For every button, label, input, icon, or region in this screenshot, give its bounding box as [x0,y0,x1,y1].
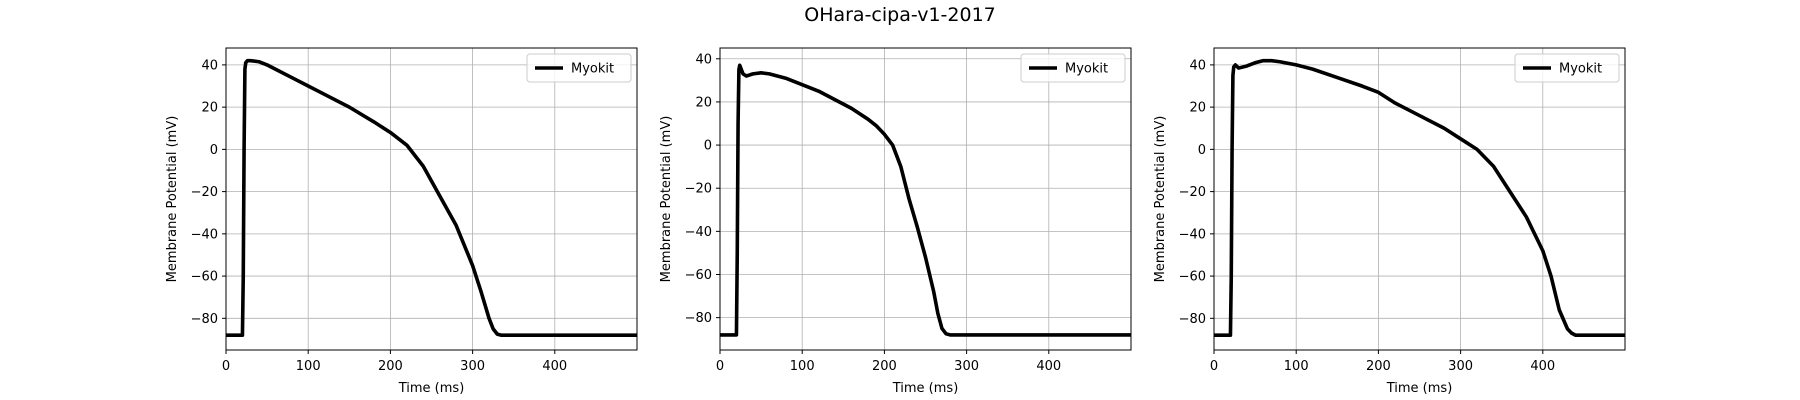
y-tick-label: 20 [695,95,712,110]
y-tick-label: 20 [201,101,218,116]
y-tick-label: −20 [1179,185,1206,200]
x-tick-label: 100 [790,359,815,374]
x-tick-label: 200 [378,359,403,374]
y-axis-label: Membrane Potential (mV) [165,116,180,283]
y-tick-label: 0 [210,143,218,158]
x-axis-label: Time (ms) [1386,381,1453,396]
legend-label: Myokit [571,62,614,77]
y-tick-label: 20 [1189,101,1206,116]
x-tick-label: 300 [954,359,979,374]
x-tick-label: 0 [222,359,230,374]
y-tick-label: 40 [695,52,712,67]
y-tick-label: −40 [685,225,712,240]
axes-frame [719,47,1132,351]
x-tick-label: 400 [1530,359,1555,374]
y-tick-label: 40 [1189,58,1206,73]
series-line-myokit [720,63,1131,337]
y-tick-label: −80 [1179,312,1206,327]
y-tick-label: −60 [685,268,712,283]
x-tick-label: 400 [1036,359,1061,374]
y-tick-label: −20 [191,185,218,200]
x-axis-label: Time (ms) [398,381,465,396]
y-tick-label: −40 [1179,227,1206,242]
x-tick-label: 200 [1366,359,1391,374]
y-tick-label: −60 [1179,270,1206,285]
x-tick-label: 300 [1448,359,1473,374]
x-tick-label: 100 [1284,359,1309,374]
legend-label: Myokit [1559,62,1602,77]
x-tick-label: 0 [1210,359,1218,374]
y-tick-label: −60 [191,270,218,285]
y-axis-label: Membrane Potential (mV) [659,116,674,283]
y-tick-label: −80 [685,311,712,326]
axes-frame [225,47,638,351]
axes-frame [1213,47,1626,351]
series-line-myokit [226,58,637,338]
legend-box [526,53,632,83]
x-tick-label: 100 [296,359,321,374]
x-tick-label: 200 [872,359,897,374]
x-axis-label: Time (ms) [892,381,959,396]
figure-title: OHara-cipa-v1-2017 [804,4,996,26]
series-line-myokit [1214,58,1625,338]
legend-label: Myokit [1065,62,1108,77]
y-tick-label: −80 [191,312,218,327]
x-tick-label: 400 [542,359,567,374]
legend-box [1020,53,1126,83]
y-tick-label: 0 [704,139,712,154]
x-tick-label: 300 [460,359,485,374]
legend: Myokit [1020,53,1126,83]
legend: Myokit [526,53,632,83]
y-axis-label: Membrane Potential (mV) [1153,116,1168,283]
y-tick-label: 0 [1198,143,1206,158]
y-tick-label: −20 [685,182,712,197]
legend-box [1514,53,1620,83]
x-tick-label: 0 [716,359,724,374]
y-tick-label: 40 [201,58,218,73]
legend: Myokit [1514,53,1620,83]
y-tick-label: −40 [191,227,218,242]
